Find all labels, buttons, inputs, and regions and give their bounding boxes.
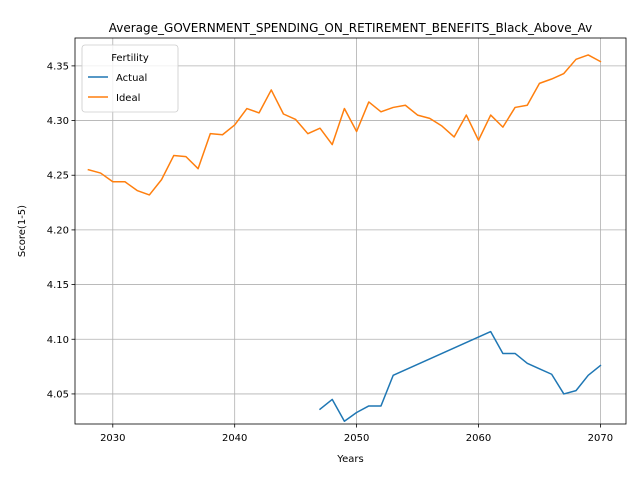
y-tick-label: 4.05 [47,389,69,400]
chart-title: Average_GOVERNMENT_SPENDING_ON_RETIREMEN… [109,21,593,35]
legend-box [81,44,179,113]
legend-title: Fertility [111,53,149,64]
series-line-ideal [87,54,602,196]
y-tick-label: 4.35 [47,61,69,72]
legend-label-actual: Actual [116,73,147,84]
x-tick-label: 2050 [344,433,369,444]
x-tick-label: 2060 [466,433,491,444]
y-axis: 4.05 4.10 4.15 4.20 4.25 4.30 4.35 [47,61,75,400]
y-tick-label: 4.25 [47,171,69,182]
x-tick-label: 2070 [588,433,613,444]
x-tick-label: 2030 [100,433,125,444]
legend: Fertility Actual Ideal [81,44,179,113]
legend-label-ideal: Ideal [116,93,140,104]
y-tick-label: 4.15 [47,280,69,291]
y-tick-label: 4.30 [47,116,69,127]
series-line-actual [318,330,602,423]
x-tick-label: 2040 [222,433,247,444]
plot-frame [74,37,627,425]
series-layer [87,54,602,423]
y-tick-label: 4.20 [47,225,69,236]
y-axis-label: Score(1-5) [17,205,28,257]
x-axis-label: Years [336,454,363,465]
x-axis: 2030 2040 2050 2060 2070 [100,424,613,444]
y-tick-label: 4.10 [47,335,69,346]
